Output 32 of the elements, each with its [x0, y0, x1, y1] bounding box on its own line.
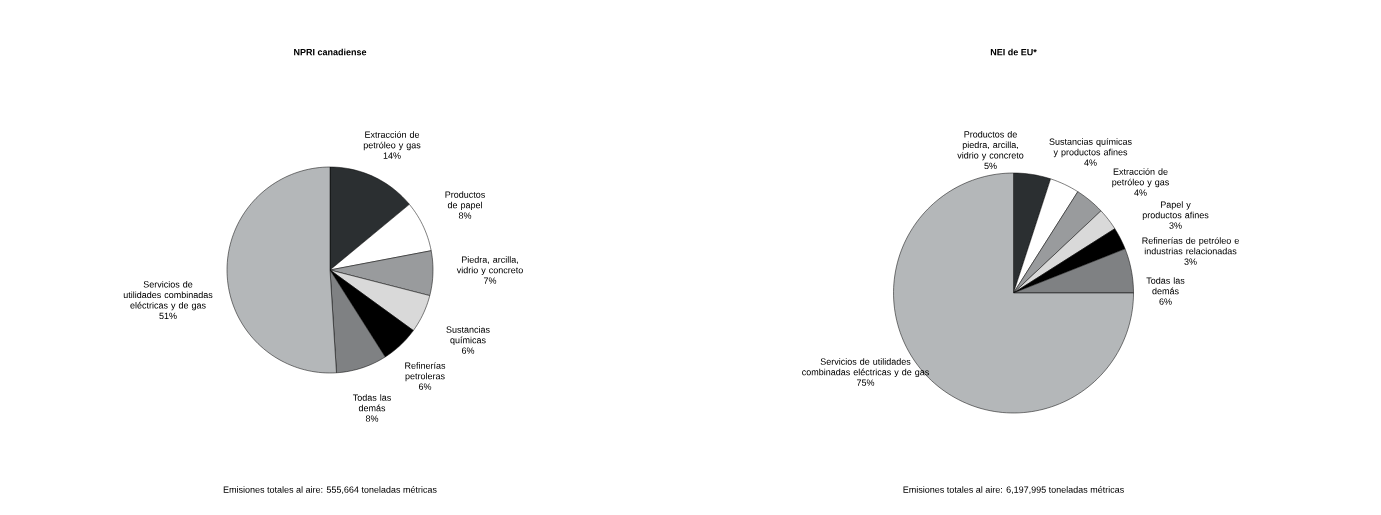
data-label: 51%	[159, 312, 177, 320]
slice-label: Todas las demás	[1146, 277, 1185, 295]
slice-label: Refinerías de petróleo e industrias relacionadas	[1142, 237, 1239, 255]
slice-label: Sustancias químicas	[446, 326, 490, 346]
data-label: 75%	[856, 379, 875, 386]
data-label: 7%	[483, 277, 497, 284]
slice-label: Papel y productos afines	[1142, 201, 1209, 221]
slice-label: Extracción de petróleo y gas	[1112, 168, 1169, 188]
chart-title: NEI de EU*	[990, 48, 1037, 56]
data-label: 4%	[1084, 159, 1097, 166]
data-label: 6%	[1159, 298, 1172, 305]
data-label: 4%	[1134, 189, 1147, 196]
slice-label: Piedra, arcilla, vidrio y concreto	[456, 256, 523, 276]
data-label: 14%	[383, 152, 401, 159]
slice-label: Extracción de petróleo y gas	[363, 131, 421, 151]
text: Emisiones totales al aire: 6,197,995 toneladas métricas	[903, 486, 1124, 494]
chart-title: NPRI canadiense	[294, 48, 367, 56]
data-label: 3%	[1184, 258, 1197, 265]
slice-label: Refinerías petroleras	[405, 362, 446, 382]
data-label: 8%	[365, 415, 379, 422]
slice-label: Sustancias químicas y productos afines	[1049, 138, 1132, 158]
slice-label: Productos de papel	[445, 191, 485, 211]
slice-label: Productos de piedra, arcilla, vidrio y concreto	[957, 130, 1024, 161]
data-label: 5%	[984, 162, 997, 170]
data-label: 6%	[418, 383, 432, 390]
slice-label: Servicios de utilidades combinadas eléctricas y de gas	[802, 358, 929, 378]
data-label: 3%	[1169, 222, 1182, 229]
slice-label: Todas las demás	[352, 394, 391, 412]
slice-label: Servicios de utilidades combinadas eléctricas y de gas	[123, 280, 213, 311]
data-label: 8%	[458, 212, 472, 219]
text: Emisiones totales al aire: 555,664 toneladas métricas	[223, 486, 437, 494]
data-label: 6%	[461, 347, 475, 354]
